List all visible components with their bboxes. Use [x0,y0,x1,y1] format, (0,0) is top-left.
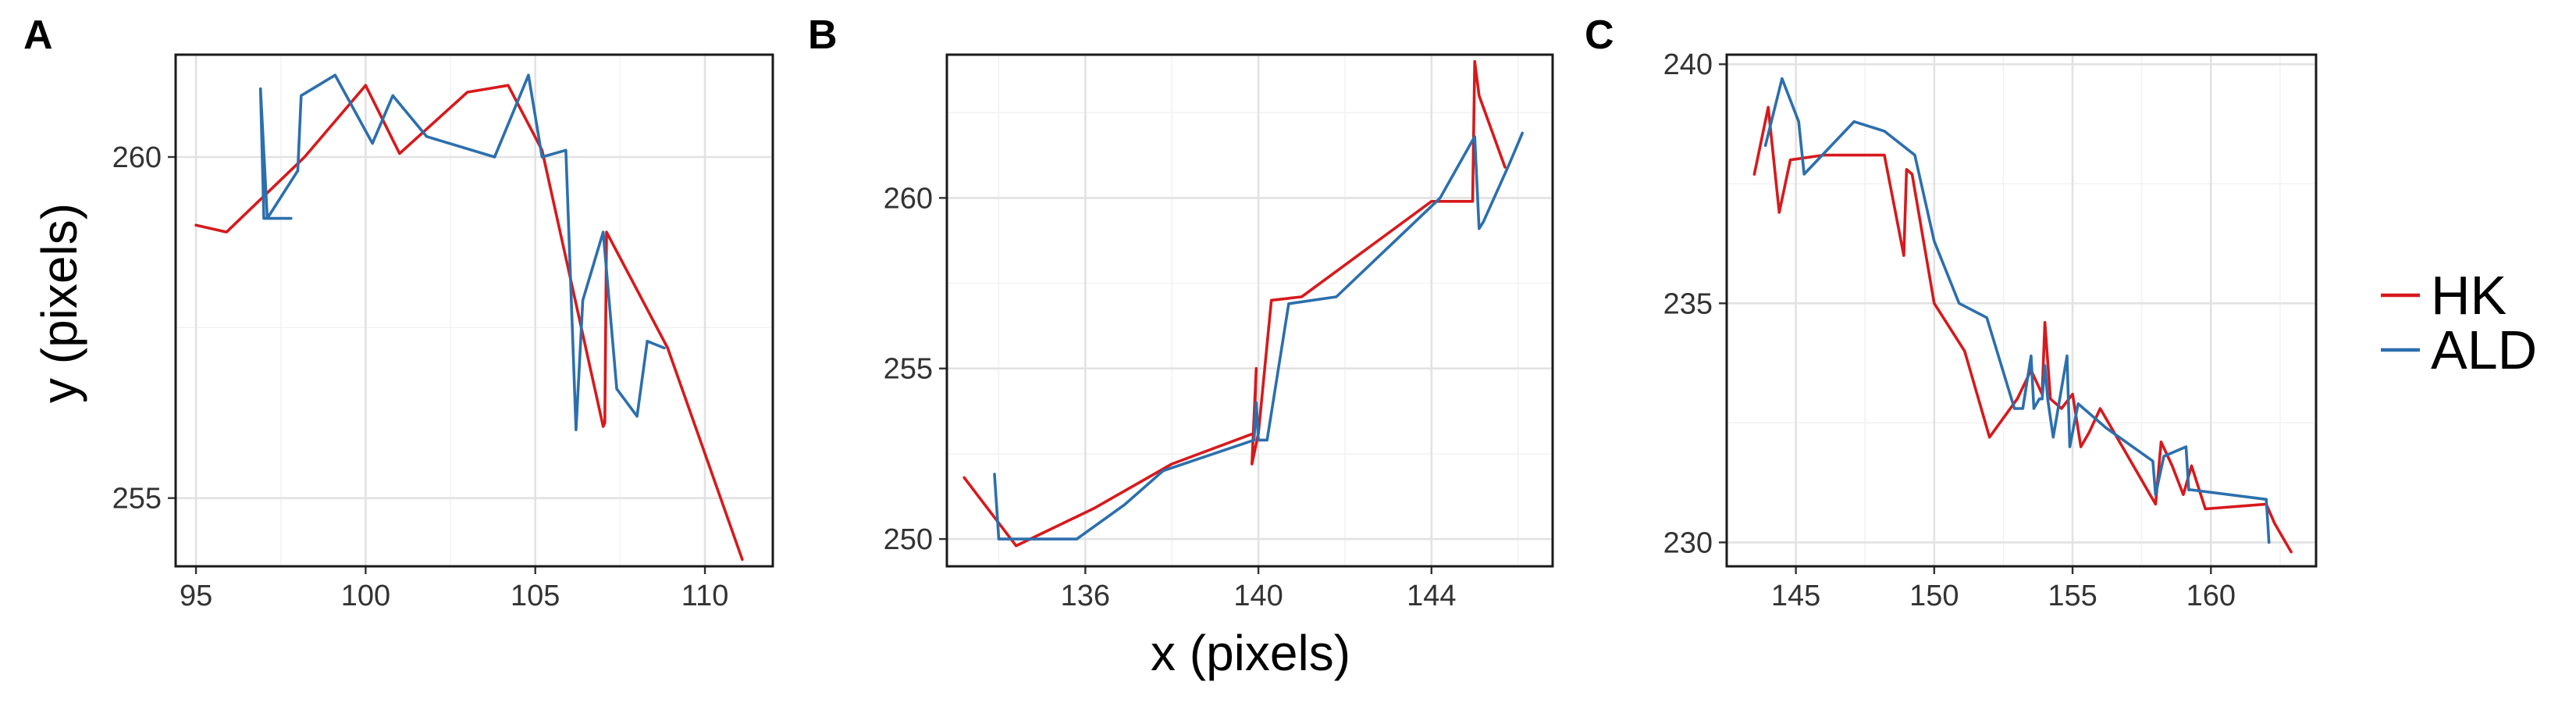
panel-b-series-ald-line [993,131,1524,541]
panel-c-border [1725,53,2318,568]
y-axis-title: y (pixels) [31,203,87,403]
panel-a-series-hk-line [194,84,744,562]
legend: HK ALD [2381,265,2537,380]
panel-c-x-tick-label: 160 [2186,580,2236,612]
panel-c-y-tick-label: 240 [1663,48,1713,81]
panel-label-b: B [808,12,838,58]
panel-b-x-tick-label: 140 [1233,580,1283,612]
panel-a-x-tick-label: 105 [511,580,560,612]
panel-a-y-tick-label: 260 [112,141,162,174]
panel-b-x-tick-label: 144 [1407,580,1456,612]
panel-a-border [174,53,774,568]
panel-c: 145 150 155 160 230 235 240 [1663,48,2318,612]
legend-label-ald: ALD [2431,319,2537,380]
panel-b-border [945,53,1554,568]
panel-c-series-hk-line [1752,105,2293,554]
panel-label-a: A [23,12,53,58]
panel-a-x-tick-label: 95 [180,580,212,612]
panel-b-y-tick-label: 255 [884,353,933,386]
x-axis-title: x (pixels) [1151,625,1350,681]
panel-a-y-tick-label: 255 [112,483,162,516]
panel-b-y-tick-label: 260 [884,182,933,215]
panel-label-c: C [1585,12,1614,58]
panel-a-x-tick-label: 110 [681,580,729,612]
panel-a-x-tick-label: 100 [341,580,390,612]
panel-c-x-tick-label: 145 [1771,580,1820,612]
panel-c-x-tick-label: 155 [2048,580,2097,612]
panel-b: 136 140 144 250 255 260 [884,53,1554,612]
panel-a-series-ald-line [258,73,666,432]
legend-label-hk: HK [2431,265,2507,326]
panel-c-series-ald-line [1763,77,2271,544]
panel-c-y-tick-label: 230 [1663,526,1713,559]
panel-b-y-tick-label: 250 [884,523,933,556]
panel-b-x-tick-label: 136 [1061,580,1110,612]
panel-c-y-tick-label: 235 [1663,287,1713,320]
panel-c-x-tick-label: 150 [1909,580,1959,612]
panel-a: 95 100 105 110 255 260 [112,53,774,612]
